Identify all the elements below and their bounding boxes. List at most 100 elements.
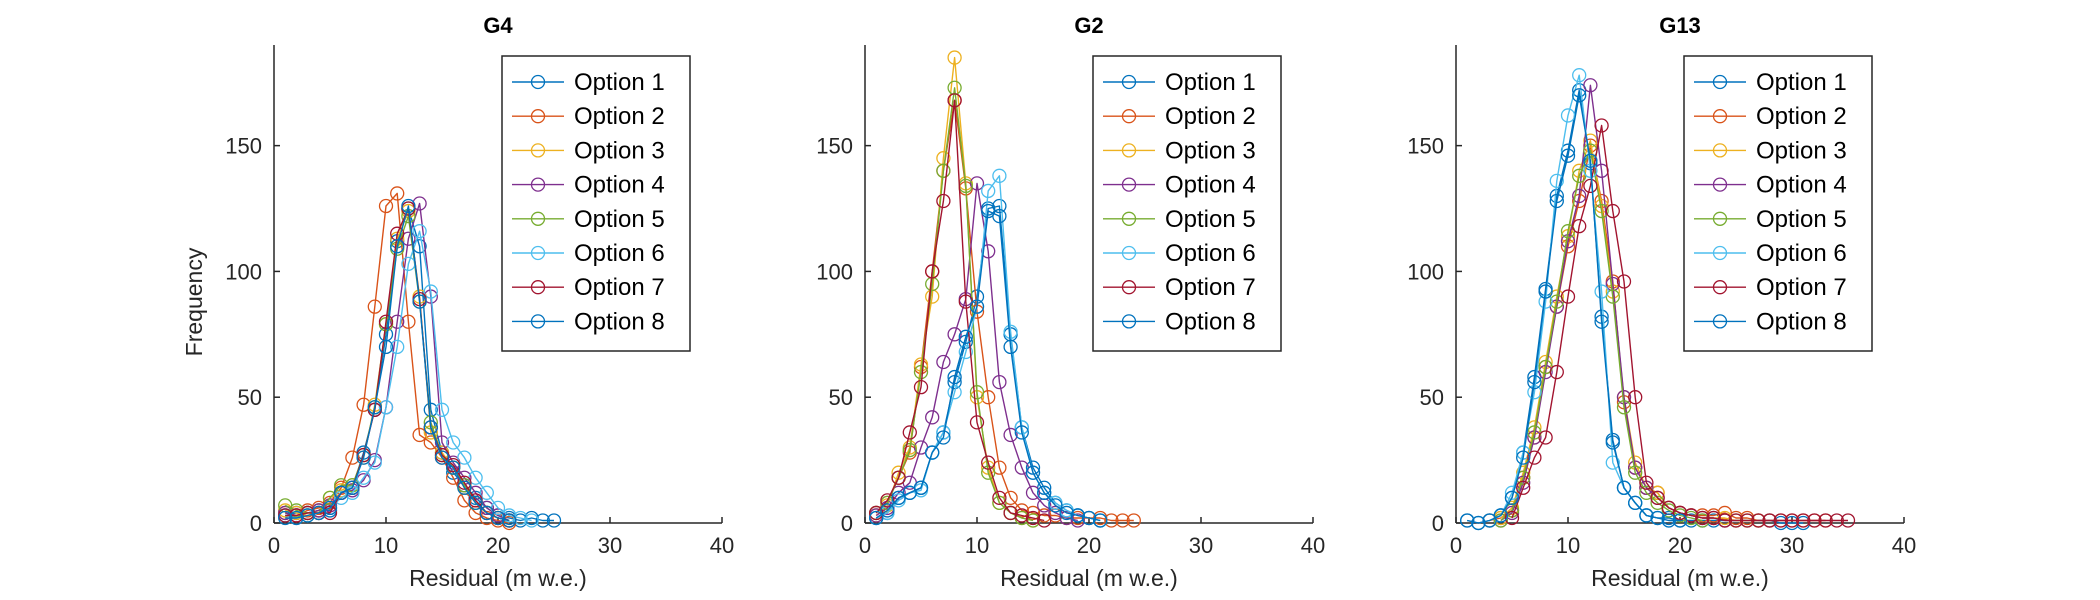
data-point bbox=[1840, 513, 1856, 528]
data-point bbox=[981, 465, 996, 480]
y-tick-label: 100 bbox=[225, 259, 262, 284]
legend-label: Option 5 bbox=[1165, 206, 1256, 233]
data-point bbox=[1706, 510, 1721, 526]
data-point bbox=[1014, 508, 1029, 523]
legend: Option 1 Option 2 Option 3 Option 4 Option 5… bbox=[501, 55, 691, 352]
data-point bbox=[992, 168, 1007, 183]
series-option-6 bbox=[1471, 68, 1688, 531]
legend-entry-option-7: Option 7 bbox=[1694, 274, 1847, 301]
y-tick-label: 0 bbox=[1432, 511, 1444, 536]
legend-box bbox=[501, 55, 691, 352]
series-line bbox=[1500, 149, 1703, 522]
data-point bbox=[969, 176, 985, 191]
y-tick-label: 150 bbox=[1407, 134, 1444, 159]
data-point bbox=[925, 410, 940, 425]
data-point bbox=[947, 327, 962, 342]
data-point bbox=[1059, 505, 1074, 521]
data-point bbox=[1605, 435, 1620, 450]
data-point bbox=[345, 480, 360, 495]
data-point bbox=[1549, 173, 1564, 189]
legend-entry-option-1: Option 1 bbox=[512, 69, 665, 96]
data-point bbox=[1014, 425, 1029, 440]
data-point bbox=[925, 445, 940, 460]
series-line bbox=[1467, 94, 1680, 524]
data-point bbox=[869, 510, 884, 526]
data-point bbox=[502, 508, 517, 523]
panel-g4: 0 10 20 30 40 0 50 100 150 G4 Residual (m w.e.) Fre… bbox=[181, 13, 734, 591]
y-tick-label: 150 bbox=[225, 134, 262, 159]
data-point bbox=[992, 490, 1007, 505]
series-option-5 bbox=[278, 208, 517, 528]
data-point bbox=[457, 480, 472, 495]
legend-entry-option-4: Option 4 bbox=[1103, 172, 1256, 199]
data-point bbox=[1527, 450, 1542, 465]
data-point bbox=[390, 339, 405, 355]
y-tick-label: 150 bbox=[816, 134, 853, 159]
legend-entry-option-5: Option 5 bbox=[512, 206, 665, 233]
data-point bbox=[378, 339, 394, 355]
data-point bbox=[1605, 203, 1620, 219]
data-point bbox=[1572, 88, 1587, 103]
legend-marker bbox=[1712, 177, 1728, 192]
legend-marker bbox=[1712, 211, 1728, 226]
legend-entry-option-3: Option 3 bbox=[1694, 137, 1847, 164]
chart-title: G2 bbox=[1074, 13, 1103, 38]
legend-entry-option-8: Option 8 bbox=[1694, 308, 1847, 335]
data-point bbox=[1572, 218, 1587, 234]
data-point bbox=[1628, 495, 1643, 511]
data-point bbox=[969, 415, 985, 430]
series-line bbox=[875, 182, 1078, 522]
x-axis-label: Residual (m w.e.) bbox=[1000, 565, 1178, 591]
legend-entry-option-5: Option 5 bbox=[1694, 206, 1847, 233]
data-point bbox=[1628, 390, 1643, 405]
x-tick-label: 40 bbox=[710, 533, 734, 558]
data-point bbox=[936, 425, 951, 440]
data-point bbox=[278, 510, 293, 526]
series-option-7 bbox=[1504, 118, 1856, 528]
series-option-5 bbox=[869, 80, 1041, 528]
legend-entry-option-3: Option 3 bbox=[1103, 137, 1256, 164]
legend-box bbox=[1092, 55, 1282, 352]
data-point bbox=[925, 264, 940, 279]
legend-label: Option 2 bbox=[1756, 103, 1847, 130]
legend-label: Option 5 bbox=[1756, 206, 1847, 233]
legend-entry-option-7: Option 7 bbox=[1103, 274, 1256, 301]
legend-label: Option 1 bbox=[1756, 69, 1847, 96]
data-point bbox=[947, 385, 962, 400]
data-point bbox=[401, 314, 416, 329]
legend-marker bbox=[1121, 109, 1137, 124]
series-option-8 bbox=[1460, 88, 1688, 531]
data-point bbox=[356, 450, 371, 465]
y-tick-label: 100 bbox=[816, 259, 853, 284]
legend-label: Option 6 bbox=[1756, 240, 1847, 267]
data-point bbox=[345, 450, 360, 465]
data-point bbox=[1594, 314, 1609, 329]
data-point bbox=[446, 435, 461, 450]
data-point bbox=[1818, 513, 1833, 528]
data-point bbox=[1025, 465, 1041, 480]
legend-label: Option 7 bbox=[574, 274, 665, 301]
legend-marker bbox=[1712, 245, 1728, 261]
data-point bbox=[1504, 490, 1520, 505]
data-point bbox=[1829, 513, 1844, 528]
data-point bbox=[1672, 513, 1688, 528]
data-point bbox=[1560, 148, 1576, 163]
data-point bbox=[1661, 513, 1676, 528]
series-line bbox=[284, 215, 510, 522]
legend-marker bbox=[1121, 211, 1137, 226]
series-option-8 bbox=[278, 198, 517, 528]
data-point bbox=[367, 299, 382, 314]
data-point bbox=[1583, 133, 1598, 148]
data-point bbox=[457, 450, 472, 465]
legend-entry-option-2: Option 2 bbox=[1103, 103, 1256, 130]
data-point bbox=[468, 495, 483, 511]
data-point bbox=[412, 224, 427, 239]
legend-entry-option-6: Option 6 bbox=[512, 240, 665, 267]
y-tick-label: 50 bbox=[829, 385, 853, 410]
legend-label: Option 7 bbox=[1756, 274, 1847, 301]
legend-marker bbox=[1712, 280, 1728, 295]
legend-marker bbox=[530, 109, 546, 124]
data-point bbox=[913, 379, 929, 395]
legend-entry-option-3: Option 3 bbox=[512, 137, 665, 164]
data-point bbox=[434, 450, 450, 465]
